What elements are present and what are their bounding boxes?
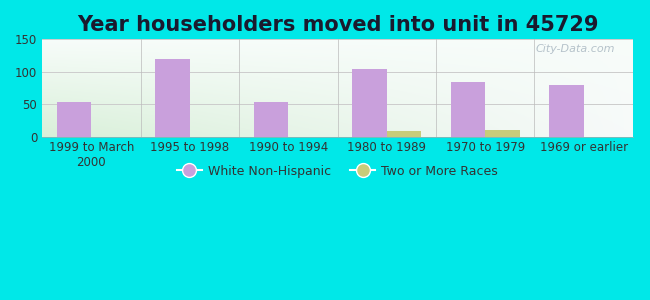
Bar: [155, 59, 190, 136]
Title: Year householders moved into unit in 45729: Year householders moved into unit in 457…: [77, 15, 598, 35]
Legend: White Non-Hispanic, Two or More Races: White Non-Hispanic, Two or More Races: [172, 160, 503, 183]
Bar: [549, 85, 584, 136]
Bar: [352, 69, 387, 136]
Bar: [57, 102, 92, 136]
Bar: [485, 130, 520, 136]
Bar: [254, 102, 289, 136]
Bar: [387, 131, 421, 137]
Bar: [450, 82, 485, 136]
Text: City-Data.com: City-Data.com: [536, 44, 615, 54]
